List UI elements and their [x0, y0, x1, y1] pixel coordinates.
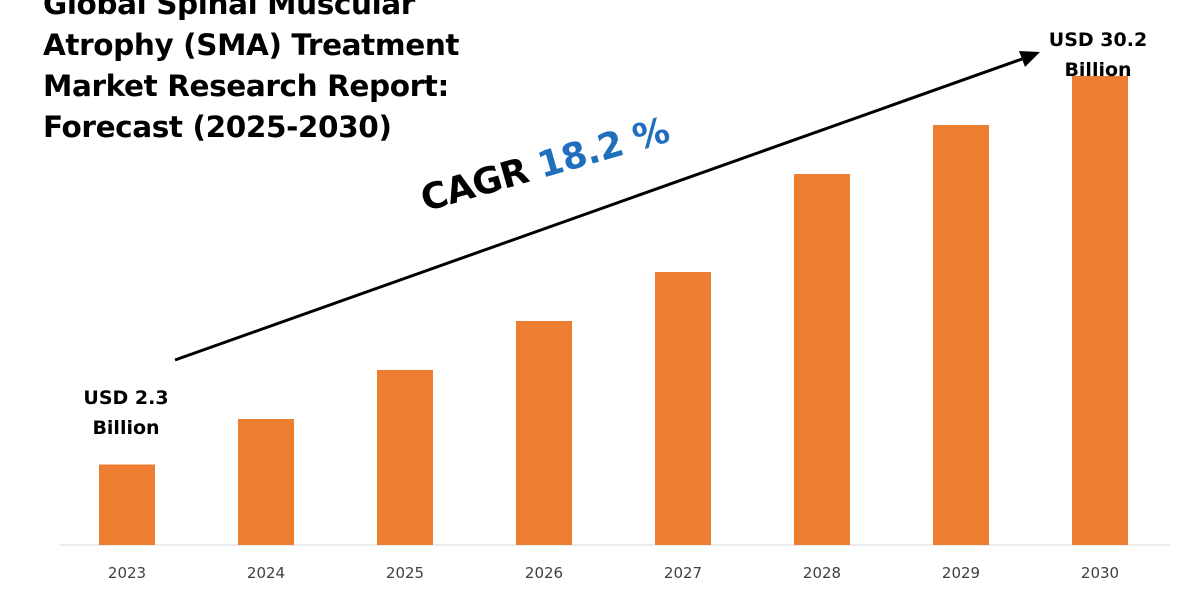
- bar-2027: [655, 272, 711, 545]
- x-tick-label-2030: 2030: [1081, 564, 1119, 582]
- bar-2025: [377, 370, 433, 545]
- bar-2028: [794, 174, 850, 545]
- x-tick-label-2024: 2024: [247, 564, 285, 582]
- start-value-label: USD 2.3 Billion: [83, 387, 169, 439]
- bar-2029: [933, 125, 989, 545]
- bars-group: [99, 76, 1128, 545]
- trend-arrow-line: [174, 57, 1023, 362]
- bar-2026: [516, 321, 572, 545]
- bar-2024: [238, 419, 294, 545]
- x-tick-labels: 2023 2024 2025 2026 2027 2028 2029 2030: [108, 564, 1119, 582]
- end-value-label: USD 30.2 Billion: [1048, 29, 1148, 81]
- trend-arrowhead: [1019, 51, 1040, 67]
- x-tick-label-2023: 2023: [108, 564, 146, 582]
- x-tick-label-2027: 2027: [664, 564, 702, 582]
- x-tick-label-2028: 2028: [803, 564, 841, 582]
- x-tick-label-2029: 2029: [942, 564, 980, 582]
- x-tick-label-2025: 2025: [386, 564, 424, 582]
- chart-title: Global Spinal Muscular Atrophy (SMA) Tre…: [43, 0, 460, 144]
- x-tick-label-2026: 2026: [525, 564, 563, 582]
- bar-2023: [99, 464, 155, 545]
- bar-2030: [1072, 76, 1128, 545]
